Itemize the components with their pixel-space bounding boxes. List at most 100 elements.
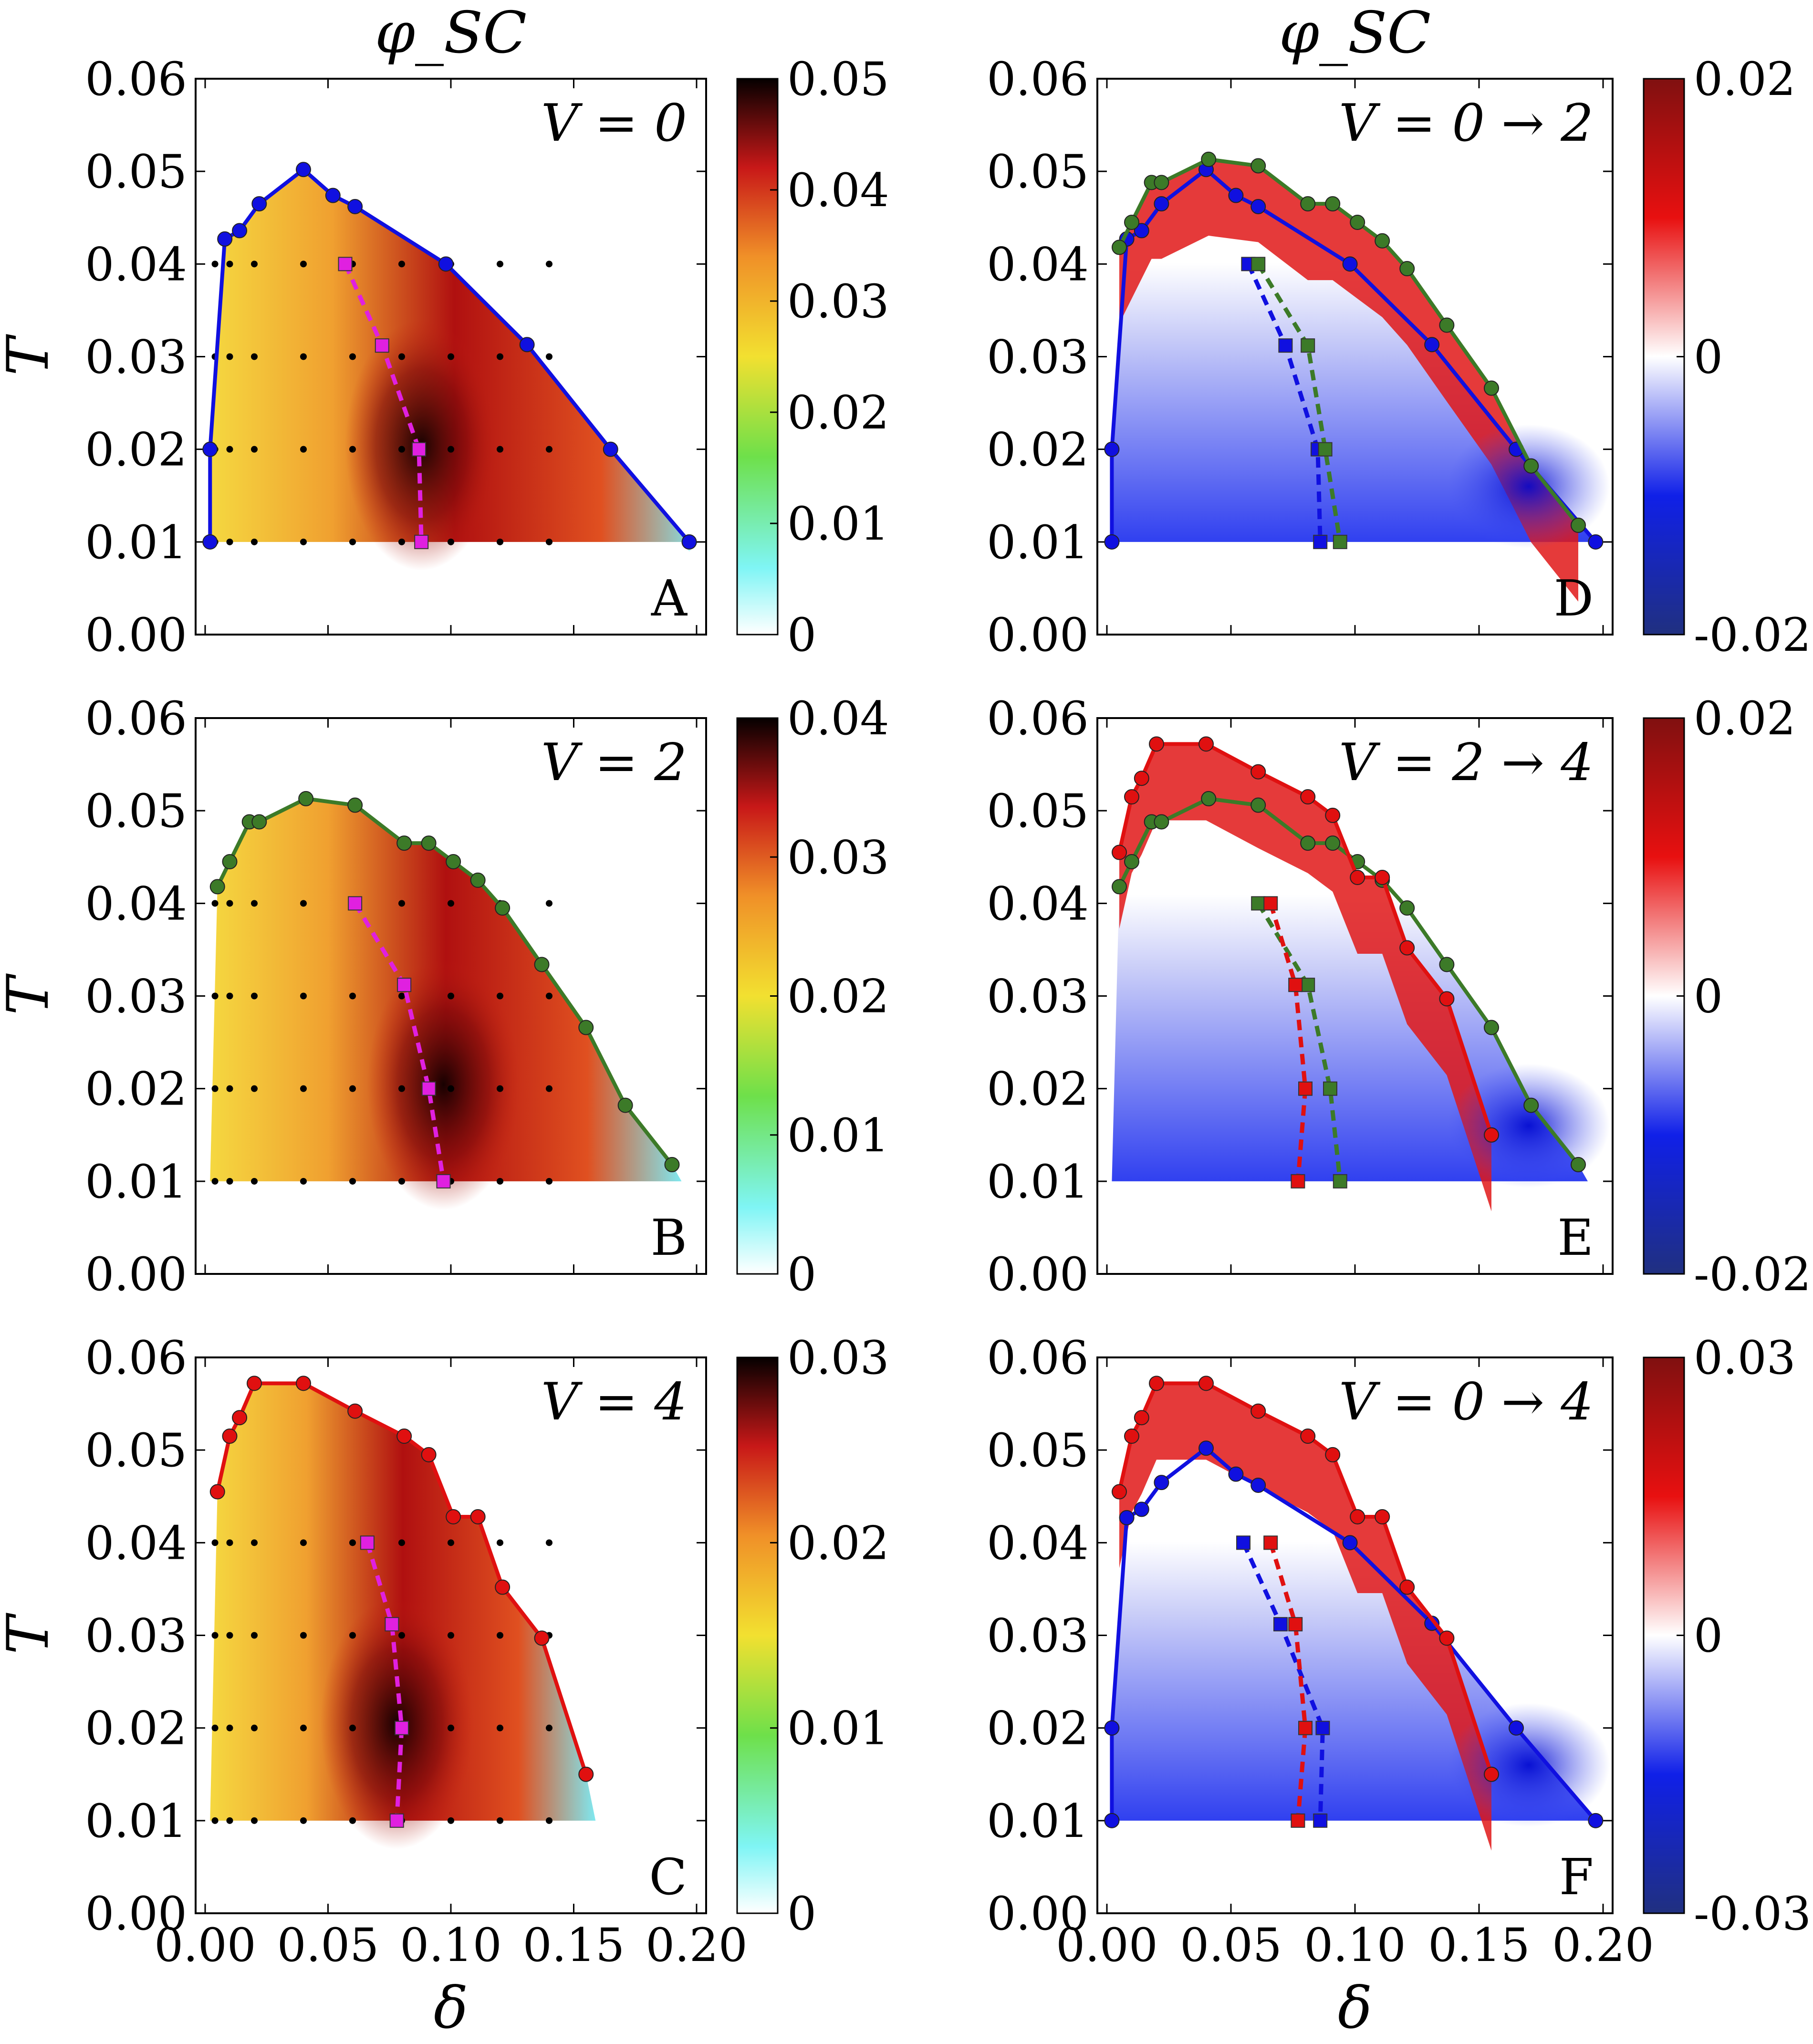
series-marker bbox=[1201, 791, 1217, 806]
series-marker bbox=[1298, 1721, 1313, 1735]
series-line-1 bbox=[343, 263, 424, 542]
series-marker bbox=[470, 872, 486, 888]
series-marker bbox=[578, 1020, 594, 1035]
colorbar-tick-label: 0.02 bbox=[1694, 52, 1796, 106]
colorbar-tick-label: 0.02 bbox=[1694, 692, 1796, 745]
sample-point bbox=[546, 900, 552, 907]
y-tick-label: 0.05 bbox=[85, 1424, 187, 1477]
series-marker bbox=[1288, 978, 1303, 992]
y-tick-label: 0.03 bbox=[987, 331, 1089, 384]
sample-point bbox=[226, 900, 233, 907]
v-label: V = 0 bbox=[541, 94, 687, 153]
series-marker bbox=[1104, 1720, 1120, 1736]
sample-point bbox=[497, 992, 503, 1000]
y-axis-title: T bbox=[0, 334, 62, 376]
sample-point bbox=[251, 1178, 258, 1185]
sample-point bbox=[300, 538, 307, 545]
series-marker bbox=[1198, 1376, 1214, 1391]
series-marker bbox=[1134, 223, 1149, 239]
series-marker bbox=[1333, 534, 1347, 549]
sample-point bbox=[211, 1817, 219, 1824]
series-marker bbox=[251, 814, 267, 830]
series-marker bbox=[1399, 900, 1415, 916]
series-line-3 bbox=[1256, 262, 1343, 542]
sample-point bbox=[448, 1539, 454, 1546]
y-tick-label: 0.02 bbox=[987, 1702, 1089, 1755]
sample-point bbox=[398, 261, 405, 268]
panel-letter: E bbox=[1557, 1209, 1594, 1267]
sample-point bbox=[546, 446, 552, 453]
series-marker bbox=[1298, 1081, 1313, 1096]
y-tick-label: 0.01 bbox=[85, 1155, 187, 1209]
y-tick-label: 0.03 bbox=[987, 1609, 1089, 1663]
series-marker bbox=[534, 1630, 550, 1646]
series-marker bbox=[1484, 1127, 1499, 1143]
sample-point bbox=[497, 1178, 503, 1185]
sample-point bbox=[349, 992, 356, 1000]
sample-point bbox=[349, 1724, 356, 1731]
series-marker bbox=[1201, 151, 1217, 167]
series-marker bbox=[412, 442, 427, 457]
colorbar-tick-label: 0.02 bbox=[787, 970, 889, 1023]
series-marker bbox=[1342, 256, 1358, 272]
series-marker bbox=[446, 1509, 461, 1524]
series-marker bbox=[1350, 214, 1365, 230]
sample-point bbox=[211, 992, 219, 1000]
y-tick-label: 0.04 bbox=[85, 877, 187, 930]
y-tick-label: 0.06 bbox=[85, 692, 187, 745]
v-label: V = 4 bbox=[541, 1372, 687, 1432]
y-tick-label: 0.05 bbox=[85, 145, 187, 198]
x-tick-label: 0.15 bbox=[523, 1919, 625, 1972]
y-tick-label: 0.04 bbox=[987, 238, 1089, 291]
colorbar-tick-label: 0 bbox=[787, 1887, 816, 1940]
series-marker bbox=[1333, 1174, 1347, 1189]
sample-point bbox=[300, 1632, 307, 1639]
series-marker bbox=[421, 1447, 437, 1462]
sample-point bbox=[226, 1724, 233, 1731]
series-marker bbox=[251, 196, 267, 212]
colorbar-tick-label: 0.03 bbox=[787, 1331, 889, 1385]
series-marker bbox=[1124, 214, 1139, 230]
y-tick-label: 0.05 bbox=[987, 1424, 1089, 1477]
series-marker bbox=[1325, 196, 1341, 212]
series-marker bbox=[209, 879, 225, 895]
series-marker bbox=[1250, 198, 1266, 214]
series-marker bbox=[347, 198, 363, 214]
series-marker bbox=[1154, 814, 1169, 830]
v-label: V = 2 → 4 bbox=[1339, 733, 1594, 793]
series-line-0 bbox=[208, 167, 691, 543]
y-tick-label: 0.00 bbox=[987, 1248, 1089, 1301]
series-line-1 bbox=[365, 1542, 404, 1821]
series-marker bbox=[1424, 337, 1440, 353]
series-marker bbox=[1439, 317, 1455, 333]
plot-title: φ_SC bbox=[375, 0, 527, 66]
y-tick-label: 0.04 bbox=[987, 877, 1089, 930]
sample-point bbox=[251, 1085, 258, 1092]
sample-point bbox=[349, 446, 356, 453]
series-marker bbox=[446, 854, 461, 869]
sample-point bbox=[300, 261, 307, 268]
sample-point bbox=[448, 1724, 454, 1731]
series-marker bbox=[347, 797, 363, 813]
series-marker bbox=[1112, 1484, 1127, 1500]
x-tick-label: 0.20 bbox=[646, 1919, 748, 1972]
sample-point bbox=[226, 1085, 233, 1092]
series-marker bbox=[470, 1509, 486, 1524]
sample-point bbox=[349, 1085, 356, 1092]
sample-point bbox=[448, 900, 454, 907]
colorbar-tick-label: 0.04 bbox=[787, 164, 889, 217]
series-marker bbox=[1399, 261, 1415, 277]
series-line-1 bbox=[353, 902, 446, 1182]
colorbar-tick-label: 0 bbox=[1694, 1609, 1723, 1663]
colorbar-tick-label: 0 bbox=[1694, 970, 1723, 1023]
x-axis-title: δ bbox=[1338, 1975, 1372, 2042]
heatmap-positive-band bbox=[1119, 1383, 1491, 1851]
sample-point bbox=[497, 446, 503, 453]
v-label: V = 0 → 2 bbox=[1339, 94, 1594, 153]
sample-point bbox=[497, 1632, 503, 1639]
series-marker bbox=[296, 162, 311, 177]
sample-point bbox=[211, 261, 219, 268]
series-marker bbox=[1288, 1617, 1303, 1632]
series-marker bbox=[1278, 338, 1293, 353]
sample-point bbox=[497, 1539, 503, 1546]
